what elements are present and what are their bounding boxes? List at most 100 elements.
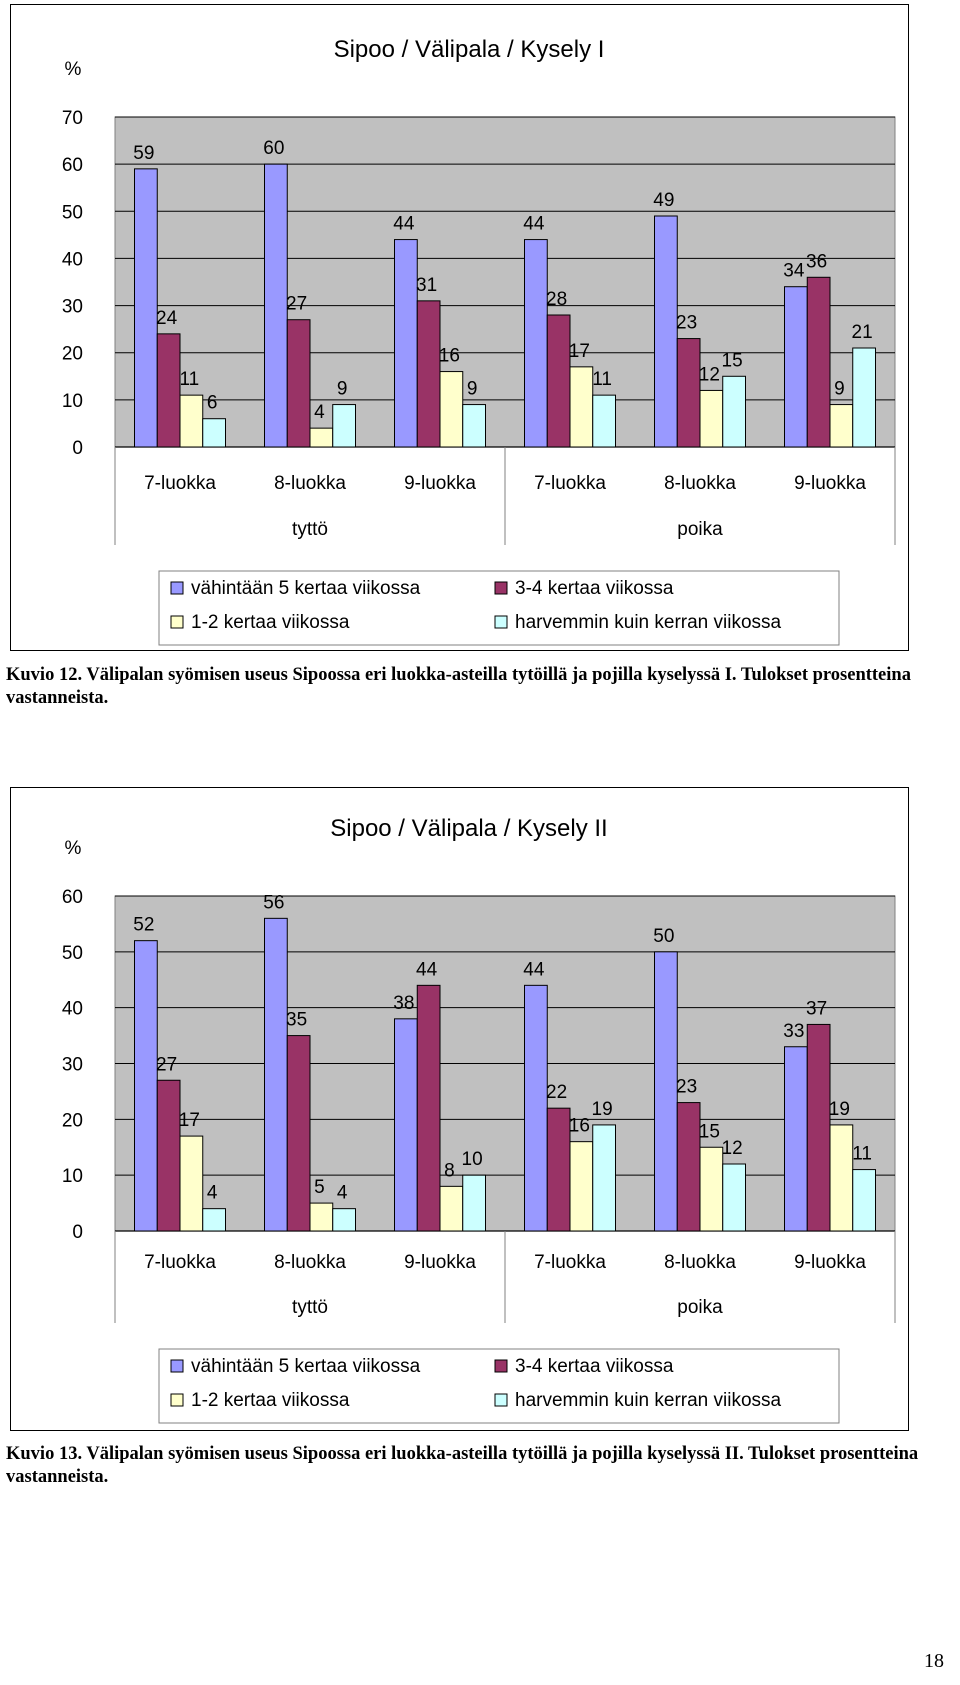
legend-swatch xyxy=(494,1359,508,1373)
data-label: 34 xyxy=(783,261,805,282)
data-label: 44 xyxy=(523,214,545,235)
chart-kysely-2: Sipoo / Välipala / Kysely II% 0 10 20 30 40 50… xyxy=(10,787,909,1431)
data-label: 50 xyxy=(653,926,674,947)
chart-title: Sipoo / Välipala / Kysely I xyxy=(334,36,605,63)
figure-caption-12: Kuvio 12. Välipalan syömisen useus Sipoo… xyxy=(6,665,911,708)
y-tick-label: 10 xyxy=(62,1166,83,1187)
bar xyxy=(309,1202,334,1232)
bar xyxy=(462,1174,486,1232)
data-label: 8 xyxy=(444,1160,455,1181)
legend-swatch xyxy=(170,615,184,629)
data-label: 9 xyxy=(337,379,348,400)
data-label: 4 xyxy=(314,402,325,423)
legend-label: harvemmin kuin kerran viikossa xyxy=(515,1390,782,1411)
bar xyxy=(462,404,486,448)
bar xyxy=(546,1107,571,1232)
bar xyxy=(806,1023,831,1232)
x-category-label: 7-luokka xyxy=(144,1252,216,1273)
legend-label: harvemmin kuin kerran viikossa xyxy=(515,612,782,633)
legend-swatch xyxy=(170,1393,184,1407)
bar xyxy=(179,394,204,448)
bar xyxy=(264,163,288,448)
data-label: 37 xyxy=(806,998,827,1019)
y-tick-label: 40 xyxy=(62,249,83,270)
bar xyxy=(524,239,548,448)
y-tick-label: 30 xyxy=(62,1055,83,1076)
bar xyxy=(286,1035,311,1232)
bar xyxy=(156,333,181,448)
y-tick-label: 10 xyxy=(62,391,83,412)
plot-area xyxy=(114,116,896,448)
x-group-label: poika xyxy=(677,519,723,540)
data-label: 10 xyxy=(462,1149,483,1170)
bar xyxy=(829,1124,854,1232)
bar xyxy=(394,1018,418,1232)
data-label: 4 xyxy=(207,1183,218,1204)
bar xyxy=(546,314,571,448)
data-label: 11 xyxy=(852,1144,872,1165)
bar xyxy=(264,917,288,1232)
x-group-label: tyttö xyxy=(292,519,328,540)
bar xyxy=(654,951,678,1232)
bar xyxy=(699,389,724,448)
data-label: 4 xyxy=(337,1183,348,1204)
x-category-label: 7-luokka xyxy=(534,473,606,494)
y-tick-label: 70 xyxy=(62,108,83,129)
data-label: 24 xyxy=(156,308,178,329)
legend-swatch xyxy=(170,581,184,595)
legend-label: 1-2 kertaa viikossa xyxy=(191,1390,350,1411)
y-tick-label: 50 xyxy=(62,202,83,223)
data-label: 11 xyxy=(592,369,612,390)
bar xyxy=(439,1185,464,1232)
bar xyxy=(852,347,876,448)
data-label: 12 xyxy=(699,364,720,385)
bar xyxy=(416,984,441,1232)
x-category-label: 9-luokka xyxy=(404,473,476,494)
x-category-label: 8-luokka xyxy=(274,473,346,494)
bar xyxy=(179,1135,204,1232)
data-label: 56 xyxy=(263,892,284,913)
data-label: 12 xyxy=(722,1138,743,1159)
data-label: 38 xyxy=(393,993,414,1014)
data-label: 27 xyxy=(286,294,307,315)
bar xyxy=(784,286,808,448)
bar xyxy=(806,276,831,448)
y-axis-unit-label: % xyxy=(65,59,82,80)
bar xyxy=(829,404,854,448)
data-label: 6 xyxy=(207,393,218,414)
bar xyxy=(569,1141,594,1232)
x-category-label: 7-luokka xyxy=(144,473,216,494)
bar xyxy=(309,427,334,448)
legend-swatch xyxy=(494,581,508,595)
x-category-label: 7-luokka xyxy=(534,1252,606,1273)
x-category-label: 9-luokka xyxy=(794,473,866,494)
data-label: 21 xyxy=(852,322,873,343)
legend-swatch xyxy=(494,615,508,629)
legend-label: 3-4 kertaa viikossa xyxy=(515,578,674,599)
data-label: 16 xyxy=(439,346,460,367)
data-label: 60 xyxy=(263,138,284,159)
legend-label: vähintään 5 kertaa viikossa xyxy=(191,578,421,599)
bar xyxy=(286,319,311,448)
data-label: 19 xyxy=(829,1099,850,1120)
legend-label: 3-4 kertaa viikossa xyxy=(515,1356,674,1377)
y-tick-label: 60 xyxy=(62,155,83,176)
legend-label: 1-2 kertaa viikossa xyxy=(191,612,350,633)
x-group-label: tyttö xyxy=(292,1297,328,1318)
data-label: 52 xyxy=(133,915,154,936)
data-label: 31 xyxy=(416,275,437,296)
x-category-label: 9-luokka xyxy=(404,1252,476,1273)
data-label: 35 xyxy=(286,1010,307,1031)
data-label: 59 xyxy=(133,143,154,164)
x-category-label: 8-luokka xyxy=(274,1252,346,1273)
data-label: 15 xyxy=(699,1121,720,1142)
y-tick-label: 40 xyxy=(62,999,83,1020)
data-label: 36 xyxy=(806,251,827,272)
bar xyxy=(524,984,548,1232)
x-category-label: 9-luokka xyxy=(794,1252,866,1273)
chart-title: Sipoo / Välipala / Kysely II xyxy=(330,815,607,842)
y-tick-label: 20 xyxy=(62,1110,83,1131)
y-tick-label: 20 xyxy=(62,344,83,365)
data-label: 16 xyxy=(569,1116,590,1137)
x-category-label: 8-luokka xyxy=(664,473,736,494)
